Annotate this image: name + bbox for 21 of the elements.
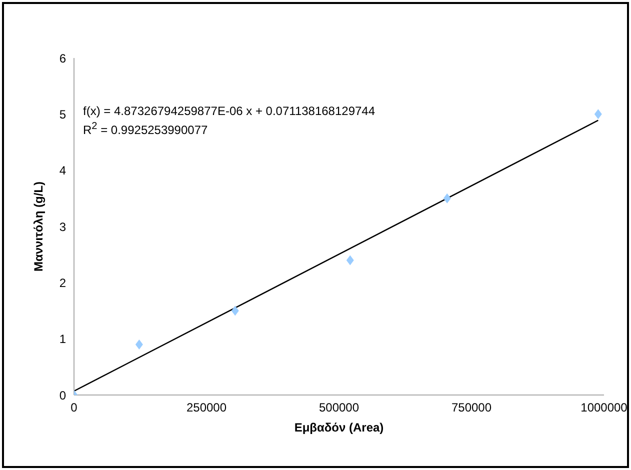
x-tick-label: 250000	[186, 400, 227, 415]
x-tick-label: 750000	[451, 400, 492, 415]
y-tick-label: 3	[59, 220, 66, 234]
x-tick-label: 1000000	[580, 400, 628, 415]
annotation: R$^{2}$ = 0.9925253990077	[83, 120, 209, 138]
x-tick-label: 500000	[318, 400, 360, 415]
y-axis-title: Μαννιτόλη (g/L)	[31, 181, 46, 272]
point	[231, 306, 239, 316]
y-tick-label: 0	[59, 388, 66, 402]
y-tick-label: 6	[59, 51, 66, 66]
point	[135, 339, 143, 350]
y-tick-label: 1	[59, 332, 66, 346]
annotation: f(x) = 4.87326794259877E-06 x + 0.071138168129744	[83, 104, 376, 119]
y-tick-label: 2	[59, 276, 66, 290]
x-axis-title: Εμβαδόν (Area)	[294, 420, 384, 435]
y-tick-label: 5	[59, 107, 66, 122]
point	[346, 255, 354, 266]
point	[594, 109, 602, 120]
point	[443, 193, 451, 204]
x-tick-label: 0	[70, 400, 78, 415]
y-tick-label: 4	[59, 164, 66, 178]
